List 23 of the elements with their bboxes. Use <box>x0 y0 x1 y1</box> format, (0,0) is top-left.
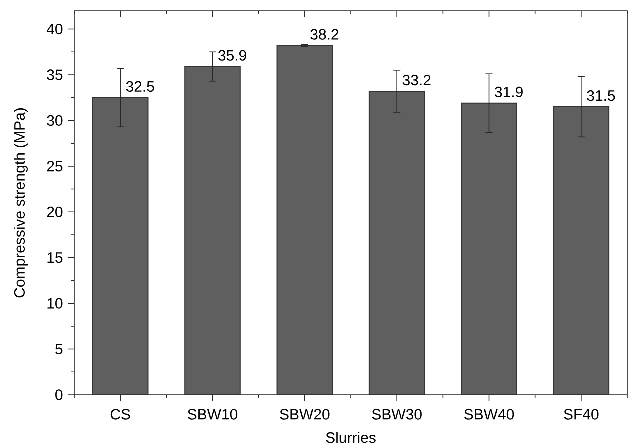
data-label: 38.2 <box>310 29 339 40</box>
x-axis-title: Slurries <box>326 432 376 444</box>
x-tick-label: SBW10 <box>188 409 238 420</box>
y-tick-label: 30 <box>47 115 63 126</box>
y-tick-label: 25 <box>47 161 63 172</box>
y-tick-label: 5 <box>56 344 63 355</box>
data-label: 31.5 <box>587 90 616 102</box>
data-label: 32.5 <box>126 81 154 92</box>
x-tick-label: SF40 <box>564 409 599 420</box>
y-tick-label: 15 <box>48 252 63 264</box>
data-label: 35.9 <box>218 50 246 61</box>
x-tick-label: SBW20 <box>280 409 330 420</box>
x-tick-label: SBW40 <box>464 409 514 420</box>
x-tick-label: CS <box>110 409 130 420</box>
y-axis-title: Compressive strength (MPa) <box>14 108 28 298</box>
data-label: 33.2 <box>402 74 431 86</box>
y-tick-label: 0 <box>56 390 63 400</box>
y-tick-label: 20 <box>47 206 63 218</box>
y-tick-label: 40 <box>46 24 63 35</box>
y-tick-label: 10 <box>48 298 63 309</box>
data-label: 31.9 <box>495 86 523 98</box>
x-tick-label: SBW30 <box>372 409 422 420</box>
y-tick-label: 35 <box>47 70 63 80</box>
